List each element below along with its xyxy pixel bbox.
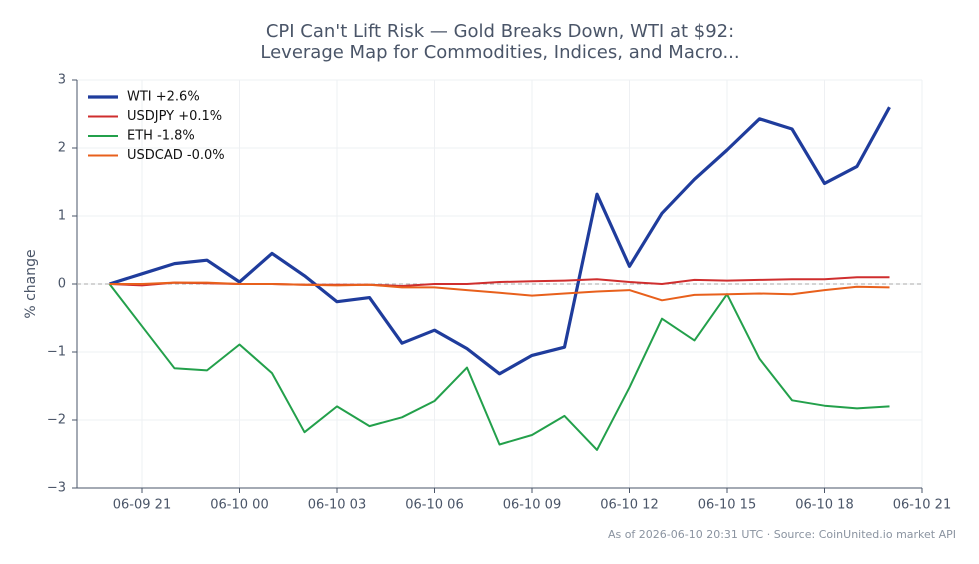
line-series (109, 106, 891, 376)
x-tick-label: 06-10 09 (503, 498, 561, 513)
chart-title: Leverage Map for Commodities, Indices, a… (260, 42, 739, 63)
line-series (108, 283, 890, 451)
legend: WTI +2.6% USDJPY +0.1% ETH -1.8% USDCAD -0.… (88, 90, 225, 163)
x-tick-label: 06-10 21 (893, 498, 951, 513)
x-tick-label: 06-10 12 (600, 498, 658, 513)
legend-label: USDJPY +0.1% (127, 109, 222, 124)
x-tick-label: 06-10 03 (308, 498, 366, 513)
x-tick-label: 06-10 06 (405, 498, 463, 513)
x-tick-label: 06-10 00 (210, 498, 268, 513)
y-tick-label: 0 (58, 277, 66, 292)
y-tick-label: −3 (47, 481, 66, 496)
legend-label: ETH -1.8% (127, 129, 195, 144)
y-tick-label: −2 (47, 413, 66, 428)
chart-title: CPI Can't Lift Risk — Gold Breaks Down, … (266, 21, 734, 42)
footer: As of 2026-06-10 20:31 UTC · Source: Coi… (608, 528, 956, 541)
legend-label: WTI +2.6% (127, 90, 200, 105)
line-series (109, 276, 890, 287)
x-tick-label: 06-10 18 (795, 498, 853, 513)
y-tick-label: 3 (58, 73, 66, 88)
line-series (109, 281, 890, 302)
y-tick-label: 2 (58, 141, 66, 156)
y-tick-label: 1 (58, 209, 66, 224)
x-tick-label: 06-09 21 (113, 498, 171, 513)
y-axis-label: % change (23, 249, 39, 318)
x-tick-label: 06-10 15 (698, 498, 756, 513)
y-tick-label: −1 (47, 345, 66, 360)
legend-label: USDCAD -0.0% (127, 148, 225, 163)
